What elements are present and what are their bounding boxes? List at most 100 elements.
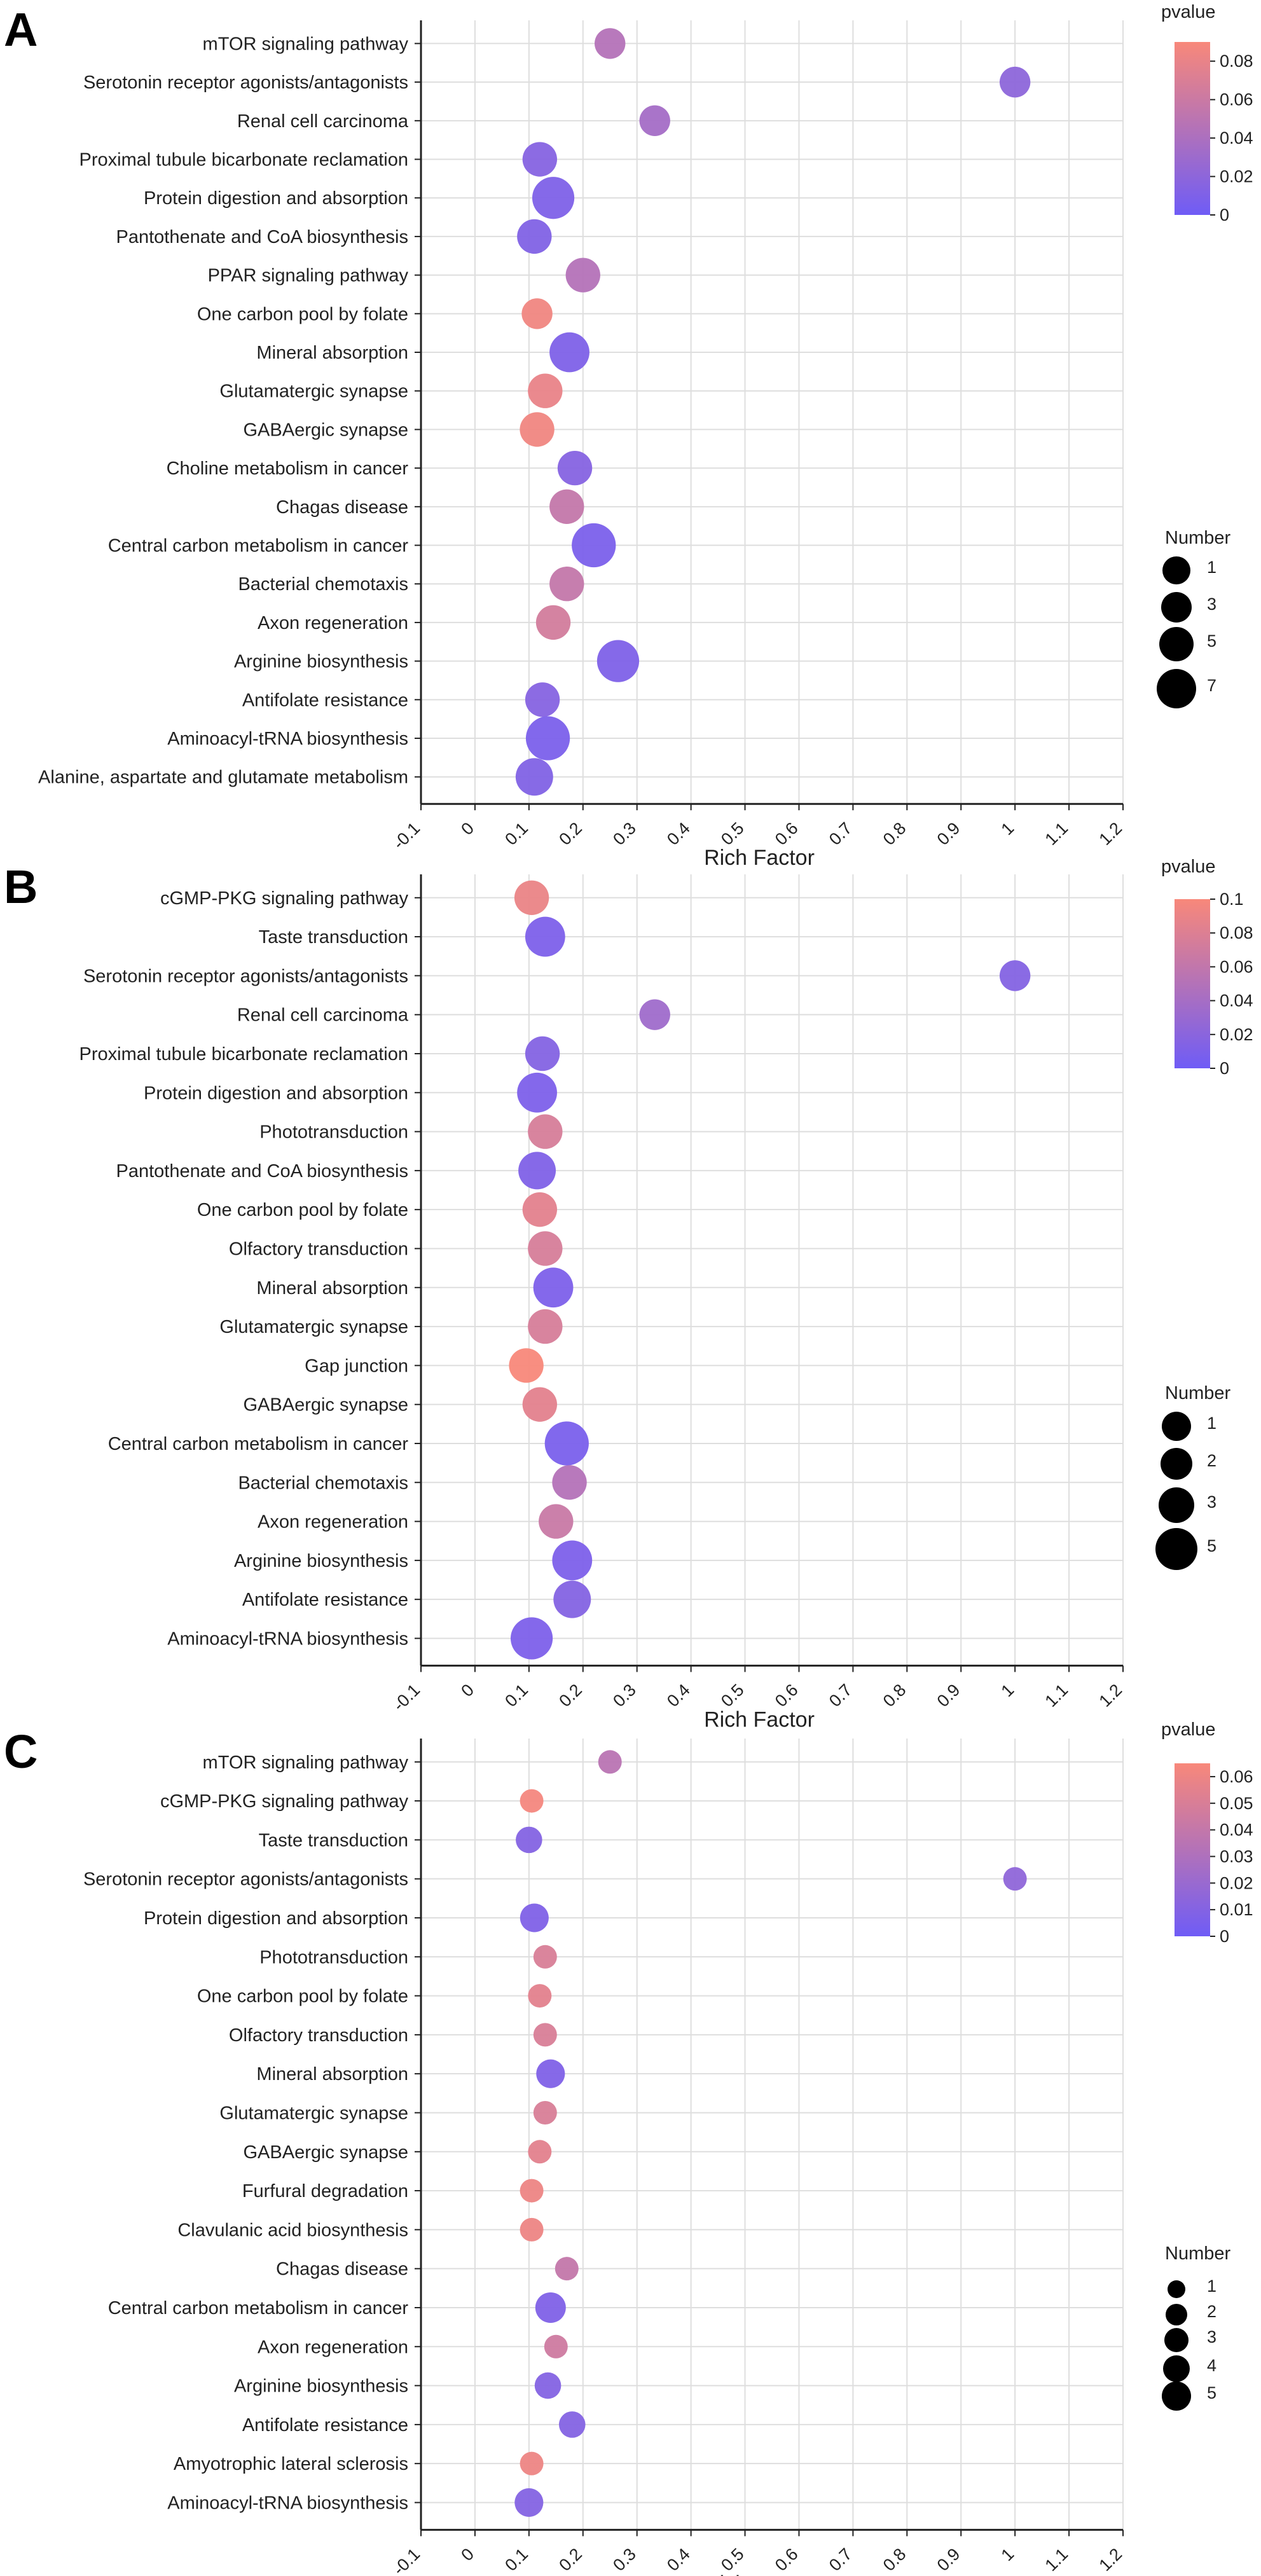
y-category-label: mTOR signaling pathway bbox=[203, 34, 409, 54]
pvalue-tick-label: 0.04 bbox=[1220, 128, 1253, 148]
number-legend-label: 2 bbox=[1207, 1451, 1216, 1470]
number-legend-label: 1 bbox=[1207, 1414, 1216, 1433]
x-tick-label: 0.6 bbox=[771, 818, 802, 849]
y-category-label: Arginine biosynthesis bbox=[234, 1551, 408, 1571]
x-axis-title: Rich Factor bbox=[704, 2572, 815, 2576]
pvalue-colorbar bbox=[1175, 42, 1210, 215]
x-tick-label: 0.3 bbox=[609, 2544, 640, 2575]
data-point bbox=[528, 1984, 552, 2008]
data-point bbox=[572, 523, 616, 568]
y-category-label: Choline metabolism in cancer bbox=[167, 458, 409, 479]
pvalue-legend-title: pvalue bbox=[1161, 857, 1215, 877]
x-tick-label: 0.9 bbox=[934, 2544, 964, 2575]
x-tick-label: 0.9 bbox=[934, 818, 964, 849]
data-point bbox=[595, 28, 626, 59]
y-category-label: Axon regeneration bbox=[258, 1512, 408, 1533]
x-tick-label: 0.1 bbox=[501, 1680, 532, 1711]
data-point bbox=[522, 1387, 558, 1422]
data-point bbox=[559, 2411, 586, 2438]
y-category-label: Renal cell carcinoma bbox=[237, 111, 409, 132]
y-category-label: Renal cell carcinoma bbox=[237, 1005, 409, 1026]
data-point bbox=[549, 332, 589, 373]
number-legend-label: 7 bbox=[1207, 676, 1216, 695]
x-axis-title: Rich Factor bbox=[704, 1707, 815, 1732]
y-category-label: Arginine biosynthesis bbox=[234, 2376, 408, 2397]
number-legend-dot bbox=[1159, 627, 1194, 661]
x-tick-label: 0.2 bbox=[555, 2544, 586, 2575]
y-category-label: GABAergic synapse bbox=[243, 2142, 408, 2163]
gridlines bbox=[420, 874, 1124, 1666]
data-point bbox=[533, 2100, 557, 2125]
y-category-label: Serotonin receptor agonists/antagonists bbox=[83, 72, 408, 93]
panel-a: A -0.1 0 0.1 0.2 0.3 0.4 0.5 0.6 0.7 0.8 0.9 1 1.1 1.2… bbox=[4, 2, 1253, 870]
y-category-label: Amyotrophic lateral sclerosis bbox=[174, 2454, 408, 2474]
x-tick-label: 1.2 bbox=[1095, 818, 1126, 849]
x-tick-label: 0.6 bbox=[771, 2544, 802, 2575]
y-category-label: mTOR signaling pathway bbox=[203, 1753, 409, 1773]
data-point bbox=[520, 1903, 549, 1932]
pvalue-tick-label: 0.06 bbox=[1220, 1767, 1253, 1786]
number-legend-dot bbox=[1162, 556, 1190, 584]
data-point bbox=[520, 2179, 544, 2203]
panel-c: C -0.1 0 0.1 0.2 0.3 0.4 0.5 0.6 0.7 0.8 0.9 1 1.1 1.2… bbox=[4, 1719, 1253, 2576]
y-category-label: Aminoacyl-tRNA biosynthesis bbox=[167, 2493, 408, 2513]
panel-letter: B bbox=[4, 860, 38, 913]
data-point bbox=[528, 1231, 563, 1266]
y-category-label: Pantothenate and CoA biosynthesis bbox=[116, 227, 409, 247]
data-point bbox=[517, 219, 552, 254]
x-axis-title: Rich Factor bbox=[704, 846, 815, 870]
y-category-label: Bacterial chemotaxis bbox=[238, 574, 408, 595]
data-point bbox=[516, 1826, 542, 1854]
x-tick-label: 0 bbox=[457, 1680, 478, 1700]
y-category-label: Antifolate resistance bbox=[242, 1590, 408, 1610]
data-point bbox=[532, 177, 575, 219]
y-category-label: Taste transduction bbox=[259, 927, 408, 947]
number-legend-dot bbox=[1161, 1448, 1192, 1480]
number-legend-label: 5 bbox=[1207, 1536, 1216, 1555]
pvalue-legend: pvalue 0.1 0.08 0.06 0.04 0.02 0 bbox=[1161, 857, 1253, 1078]
number-legend-dot bbox=[1162, 2381, 1191, 2411]
y-category-label: One carbon pool by folate bbox=[197, 1987, 408, 2007]
y-category-label: Serotonin receptor agonists/antagonists bbox=[83, 1870, 408, 1890]
gridlines bbox=[420, 20, 1124, 804]
data-point bbox=[565, 258, 600, 293]
data-point bbox=[525, 1036, 560, 1071]
data-point bbox=[520, 412, 555, 447]
y-category-label: Aminoacyl-tRNA biosynthesis bbox=[167, 729, 408, 749]
pvalue-legend: pvalue 0.06 0.05 0.04 0.03 0.02 0.01 0 bbox=[1161, 1719, 1253, 1946]
data-point bbox=[515, 758, 553, 796]
y-category-label: Mineral absorption bbox=[256, 343, 408, 363]
pvalue-legend-title: pvalue bbox=[1161, 1719, 1215, 1740]
y-category-label: Gap junction bbox=[305, 1356, 408, 1376]
data-point bbox=[552, 1540, 593, 1581]
number-legend: Number 1 2 3 5 bbox=[1155, 1383, 1230, 1570]
number-legend-dot bbox=[1166, 2304, 1187, 2325]
data-point bbox=[520, 2217, 544, 2242]
y-category-label: Aminoacyl-tRNA biosynthesis bbox=[167, 1629, 408, 1649]
y-category-label: Serotonin receptor agonists/antagonists bbox=[83, 966, 408, 986]
x-tick-label: -0.1 bbox=[389, 1680, 424, 1714]
number-legend-dot bbox=[1162, 1412, 1191, 1441]
y-category-label: Pantothenate and CoA biosynthesis bbox=[116, 1161, 409, 1181]
data-point bbox=[555, 2257, 579, 2281]
y-category-label: Phototransduction bbox=[259, 1947, 408, 1967]
pvalue-tick-label: 0 bbox=[1220, 1927, 1229, 1946]
x-tick-label: 0.9 bbox=[934, 1680, 964, 1711]
number-legend: Number 1 2 3 4 5 bbox=[1162, 2243, 1230, 2411]
number-legend-dot bbox=[1168, 2280, 1185, 2298]
data-point bbox=[553, 1580, 591, 1618]
number-legend-label: 3 bbox=[1207, 1492, 1216, 1512]
x-tick-label: 1 bbox=[998, 2544, 1018, 2565]
y-category-label: One carbon pool by folate bbox=[197, 304, 408, 324]
x-tick-label: 1.2 bbox=[1095, 1680, 1126, 1711]
y-category-label: Central carbon metabolism in cancer bbox=[108, 536, 409, 556]
pvalue-tick-label: 0 bbox=[1220, 205, 1229, 224]
number-legend-dot bbox=[1163, 2355, 1190, 2382]
x-tick-label: 0.5 bbox=[717, 818, 748, 849]
x-tick-label: 0.7 bbox=[825, 1680, 856, 1711]
pvalue-tick-label: 0.06 bbox=[1220, 957, 1253, 976]
pvalue-tick-label: 0 bbox=[1220, 1059, 1229, 1078]
x-tick-label: 0.8 bbox=[879, 818, 910, 849]
y-category-label: cGMP-PKG signaling pathway bbox=[160, 1791, 409, 1812]
